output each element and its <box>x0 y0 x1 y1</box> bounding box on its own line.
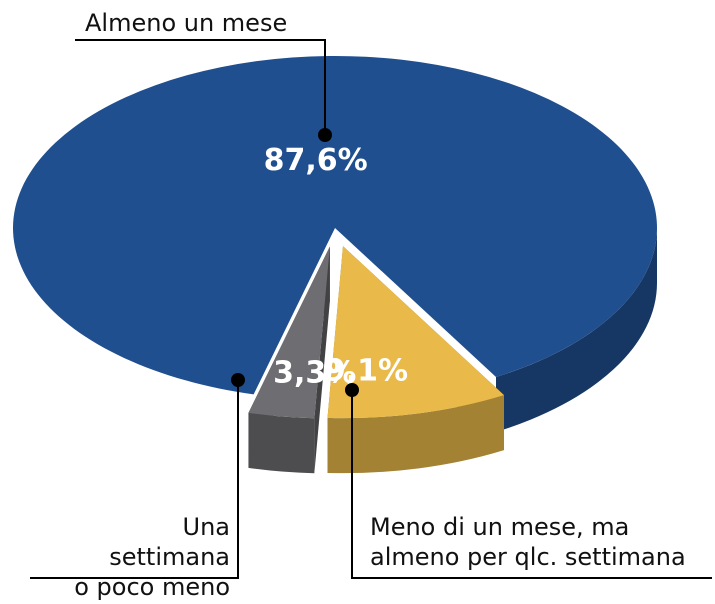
leader-lines <box>30 39 712 579</box>
leader-line <box>75 39 326 135</box>
value-label: 87,6% <box>264 143 368 178</box>
leader-dot <box>345 383 359 397</box>
value-labels: 87,6% 9,1%3,3% <box>264 143 409 391</box>
category-label: Almeno un mese <box>85 9 288 37</box>
slice-wall <box>496 228 657 432</box>
slice <box>327 246 505 419</box>
slice <box>13 56 657 395</box>
leader-dot <box>318 128 332 142</box>
value-label: 3,3% <box>273 355 356 390</box>
slice-wall <box>248 412 315 474</box>
slice <box>248 246 330 419</box>
leader-line <box>30 380 239 579</box>
value-label: 9,1% <box>325 353 408 388</box>
leader-dot <box>231 373 245 387</box>
leader-line <box>351 390 712 579</box>
slice-wall <box>327 395 505 474</box>
slices <box>13 56 657 474</box>
category-label: Meno di un mese, ma almeno per qlc. sett… <box>370 513 686 571</box>
category-label: Una settimana o poco meno <box>74 513 230 601</box>
